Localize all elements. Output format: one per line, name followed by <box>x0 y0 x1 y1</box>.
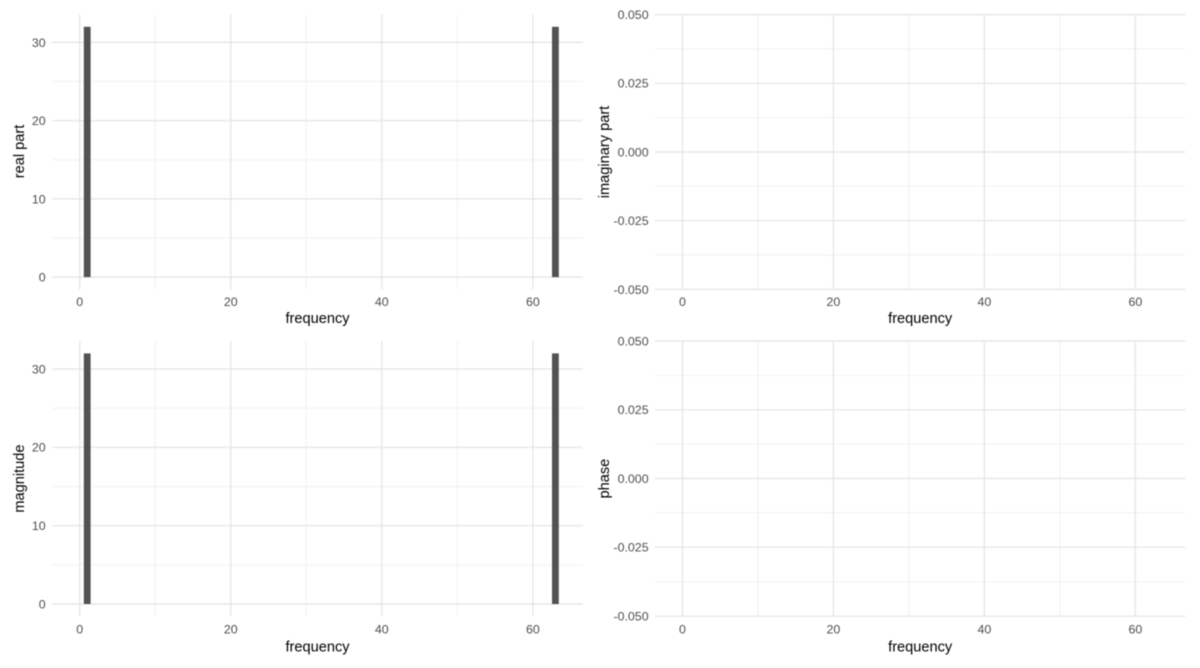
svg-text:0: 0 <box>76 623 83 637</box>
svg-text:magnitude: magnitude <box>12 445 28 513</box>
svg-text:frequency: frequency <box>888 311 953 327</box>
svg-text:0: 0 <box>679 295 686 309</box>
svg-text:real part: real part <box>12 125 28 179</box>
svg-text:60: 60 <box>1129 295 1143 309</box>
svg-text:0: 0 <box>76 295 83 309</box>
svg-text:0: 0 <box>39 597 46 611</box>
svg-text:0.025: 0.025 <box>618 403 649 417</box>
svg-text:0.000: 0.000 <box>618 472 649 486</box>
svg-text:60: 60 <box>526 295 540 309</box>
svg-text:60: 60 <box>1129 623 1143 637</box>
svg-text:10: 10 <box>32 192 46 206</box>
svg-text:0.050: 0.050 <box>618 334 649 348</box>
svg-text:60: 60 <box>526 623 540 637</box>
svg-text:-0.050: -0.050 <box>613 610 648 624</box>
svg-text:40: 40 <box>375 623 389 637</box>
svg-text:frequency: frequency <box>888 639 953 655</box>
svg-text:frequency: frequency <box>285 311 350 327</box>
svg-text:20: 20 <box>224 623 238 637</box>
svg-text:20: 20 <box>224 295 238 309</box>
svg-text:10: 10 <box>32 519 46 533</box>
svg-text:0.025: 0.025 <box>618 77 649 91</box>
svg-text:40: 40 <box>375 295 389 309</box>
svg-text:20: 20 <box>32 441 46 455</box>
svg-text:-0.025: -0.025 <box>613 541 648 555</box>
svg-text:frequency: frequency <box>285 639 350 655</box>
svg-text:phase: phase <box>597 459 613 499</box>
svg-text:40: 40 <box>978 295 992 309</box>
svg-text:0: 0 <box>39 271 46 285</box>
svg-text:40: 40 <box>978 623 992 637</box>
svg-text:20: 20 <box>827 295 841 309</box>
svg-text:0: 0 <box>679 623 686 637</box>
svg-text:imaginary part: imaginary part <box>597 106 613 198</box>
svg-text:0.000: 0.000 <box>618 145 649 159</box>
svg-text:0.050: 0.050 <box>618 8 649 22</box>
svg-text:-0.050: -0.050 <box>613 283 648 297</box>
svg-text:30: 30 <box>32 362 46 376</box>
svg-text:20: 20 <box>827 623 841 637</box>
svg-text:20: 20 <box>32 114 46 128</box>
svg-text:-0.025: -0.025 <box>613 214 648 228</box>
svg-text:30: 30 <box>32 36 46 50</box>
